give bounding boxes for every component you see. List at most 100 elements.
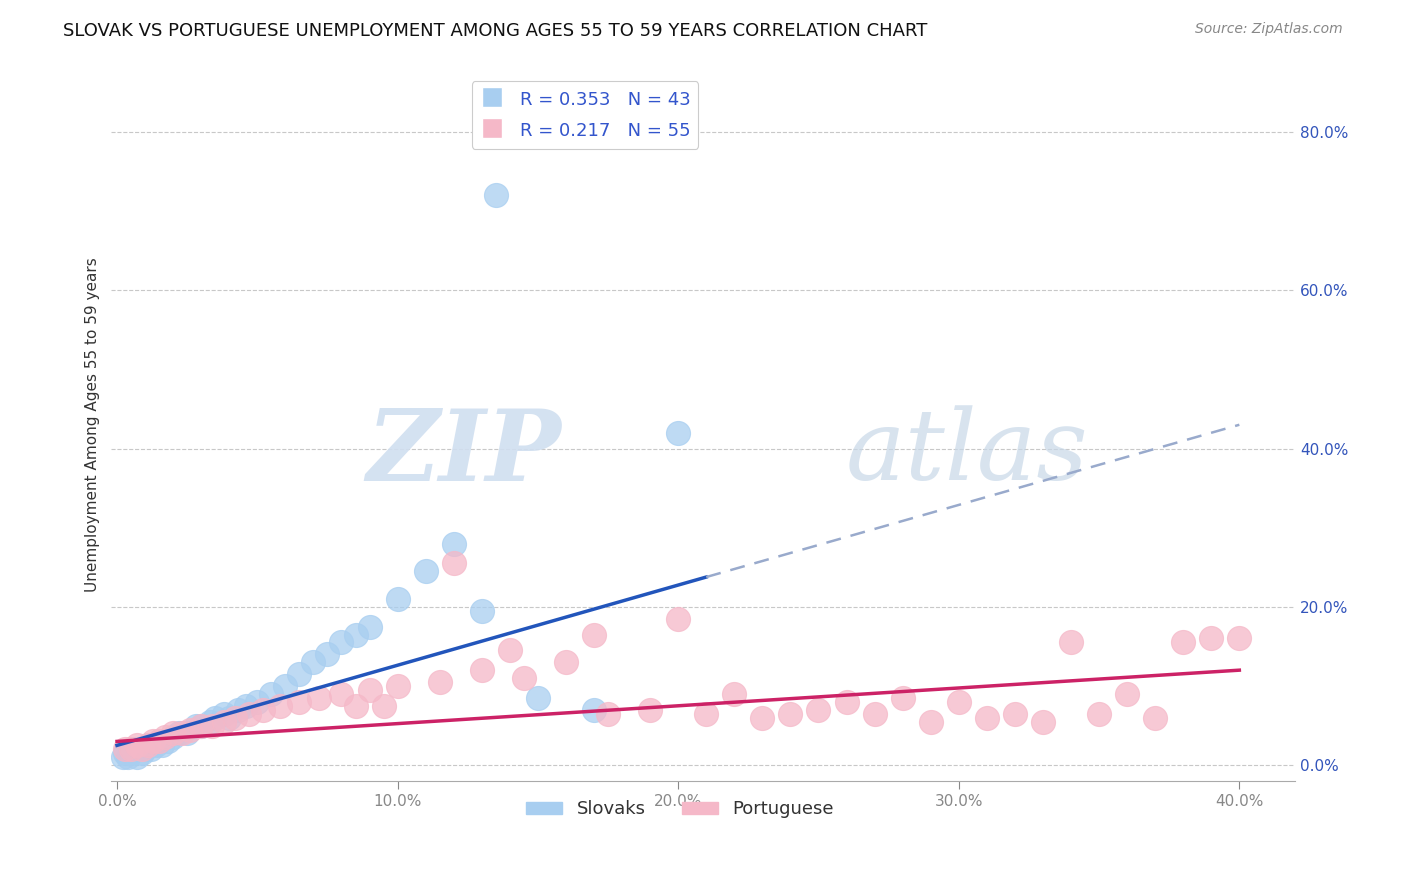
Point (288, 695, 311, 709)
Point (274, 679, 297, 693)
Point (111, 750, 134, 764)
Point (359, 682, 381, 697)
Point (443, 556, 465, 570)
Point (308, 690, 330, 705)
Point (190, 718, 212, 732)
Point (373, 698, 395, 713)
Point (1032, 714, 1054, 729)
Point (1201, 632, 1223, 646)
Point (807, 703, 830, 717)
Point (260, 687, 283, 701)
Point (835, 695, 858, 709)
Point (139, 742, 162, 756)
Point (114, 742, 136, 756)
Point (976, 711, 998, 725)
Point (288, 667, 311, 681)
Text: SLOVAK VS PORTUGUESE UNEMPLOYMENT AMONG AGES 55 TO 59 YEARS CORRELATION CHART: SLOVAK VS PORTUGUESE UNEMPLOYMENT AMONG … (63, 22, 928, 40)
Text: Source: ZipAtlas.com: Source: ZipAtlas.com (1195, 22, 1343, 37)
Point (170, 726, 193, 740)
Point (190, 718, 212, 732)
Point (387, 591, 409, 606)
Point (666, 612, 689, 626)
Point (920, 714, 942, 729)
Point (344, 698, 367, 713)
Point (184, 718, 207, 732)
Point (204, 711, 226, 725)
Point (162, 726, 184, 740)
Point (387, 679, 409, 693)
Point (252, 703, 274, 717)
Point (212, 706, 235, 721)
Point (485, 188, 508, 202)
Point (359, 619, 381, 633)
Point (316, 648, 339, 662)
Point (723, 687, 745, 701)
Point (415, 564, 437, 578)
Point (596, 706, 619, 721)
Point (136, 739, 159, 753)
Text: atlas: atlas (845, 406, 1088, 501)
Point (150, 739, 173, 753)
Point (117, 750, 139, 764)
Point (224, 711, 246, 725)
Point (167, 726, 190, 740)
Point (153, 731, 176, 745)
Point (779, 706, 801, 721)
Legend: Slovaks, Portuguese: Slovaks, Portuguese (519, 793, 841, 825)
Point (125, 739, 148, 753)
Point (128, 742, 150, 756)
Point (148, 734, 170, 748)
Point (269, 698, 291, 713)
Point (218, 711, 240, 725)
Point (302, 655, 325, 669)
Point (246, 695, 269, 709)
Point (471, 604, 494, 618)
Point (330, 635, 353, 649)
Point (863, 706, 886, 721)
Point (344, 627, 367, 641)
Point (179, 723, 201, 737)
Point (235, 698, 257, 713)
Point (429, 675, 451, 690)
Point (582, 703, 605, 717)
Point (1173, 635, 1195, 649)
Point (114, 746, 136, 760)
Point (212, 714, 235, 729)
Point (226, 703, 249, 717)
Point (1144, 711, 1167, 725)
Point (499, 643, 522, 657)
Point (120, 742, 142, 756)
Point (471, 663, 494, 677)
Point (1004, 706, 1026, 721)
Point (1088, 706, 1111, 721)
Point (145, 739, 167, 753)
Point (638, 703, 661, 717)
Point (948, 695, 970, 709)
Point (136, 739, 159, 753)
Point (527, 690, 550, 705)
Text: ZIP: ZIP (367, 405, 561, 501)
Point (695, 706, 717, 721)
Point (122, 742, 145, 756)
Y-axis label: Unemployment Among Ages 55 to 59 years: Unemployment Among Ages 55 to 59 years (86, 258, 100, 592)
Point (1060, 635, 1083, 649)
Point (666, 425, 689, 440)
Point (142, 734, 165, 748)
Point (134, 742, 156, 756)
Point (330, 687, 353, 701)
Point (198, 714, 221, 729)
Point (1227, 632, 1250, 646)
Point (238, 706, 260, 721)
Point (156, 734, 179, 748)
Point (162, 731, 184, 745)
Point (443, 536, 465, 550)
Point (131, 746, 153, 760)
Point (148, 734, 170, 748)
Point (201, 718, 224, 732)
Point (751, 711, 773, 725)
Point (555, 655, 578, 669)
Point (125, 750, 148, 764)
Point (513, 671, 536, 685)
Point (176, 726, 198, 740)
Point (131, 742, 153, 756)
